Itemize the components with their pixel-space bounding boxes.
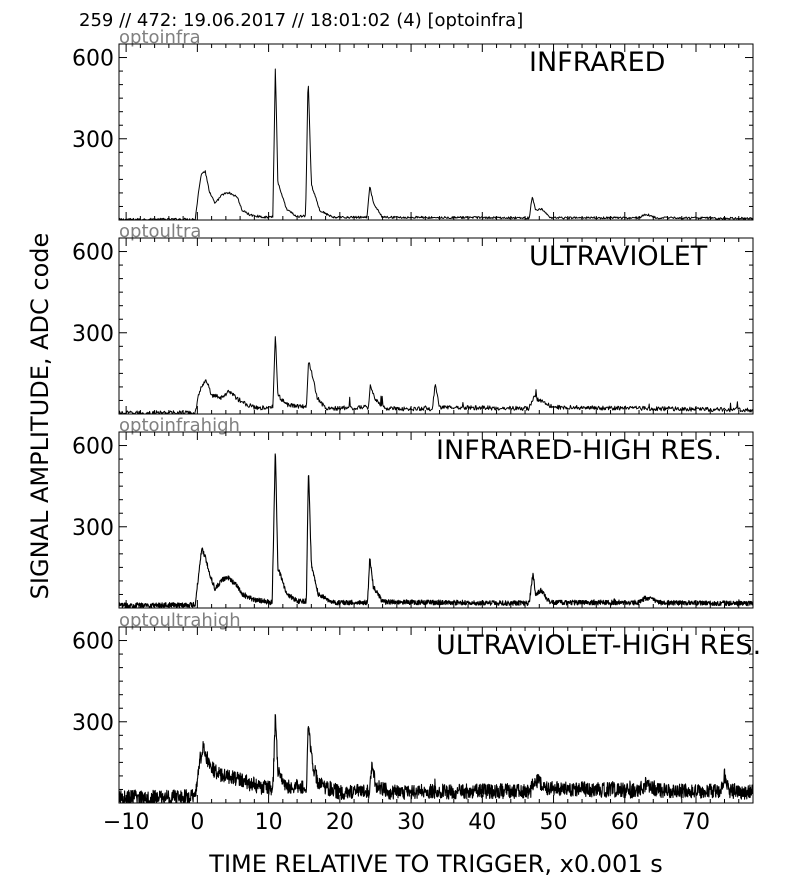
y-axis-label: SIGNAL AMPLITUDE, ADC code [26,233,54,600]
signal-line [118,713,754,804]
panel-title: INFRARED-HIGH RES. [436,435,722,466]
panel-optoultrahigh: optoultrahigh 300 600 −10 0 10 20 30 40 50 60 70 ULT… [72,610,761,835]
signal-line [118,336,754,415]
y-tick-label: 600 [72,47,114,72]
panel-optoultra: optoultra 300 600 ULTRAVIOLET [72,221,754,415]
x-tick-label: 40 [468,810,496,835]
plot-frame [118,626,754,804]
plot-frame [118,237,754,415]
panel-optoinfrahigh: optoinfrahigh 300 600 INFRARED-HIGH RES. [72,415,754,609]
y-tick-label: 300 [72,516,114,541]
signal-line [118,68,754,221]
channel-label: optoultrahigh [119,610,241,631]
channel-label: optoinfrahigh [119,415,240,436]
x-tick-label: 50 [540,810,568,835]
figure-title: 259 // 472: 19.06.2017 // 18:01:02 (4) [… [79,10,523,31]
y-tick-label: 600 [72,241,114,266]
x-tick-label: 10 [255,810,283,835]
y-tick-label: 300 [72,711,114,736]
y-tick-label: 600 [72,435,114,460]
y-tick-label: 300 [72,322,114,347]
x-tick-label: 30 [397,810,425,835]
x-tick-label: 20 [326,810,354,835]
y-tick-label: 600 [72,630,114,655]
signal-line [118,453,754,609]
panel-title: INFRARED [529,47,665,78]
x-tick-label: −10 [103,810,149,835]
x-tick-label: 60 [611,810,639,835]
panel-optoinfra: optoinfra 300 600 INFRARED [72,27,754,221]
panel-title: ULTRAVIOLET [529,241,708,272]
channel-label: optoinfra [119,27,201,48]
plot-frame [118,43,754,221]
x-axis-label: TIME RELATIVE TO TRIGGER, x0.001 s [208,850,662,878]
x-tick-label: 70 [682,810,710,835]
panel-title: ULTRAVIOLET-HIGH RES. [436,630,761,661]
y-tick-label: 300 [72,128,114,153]
plot-frame [118,431,754,609]
x-tick-label: 0 [190,810,204,835]
channel-label: optoultra [119,221,201,242]
